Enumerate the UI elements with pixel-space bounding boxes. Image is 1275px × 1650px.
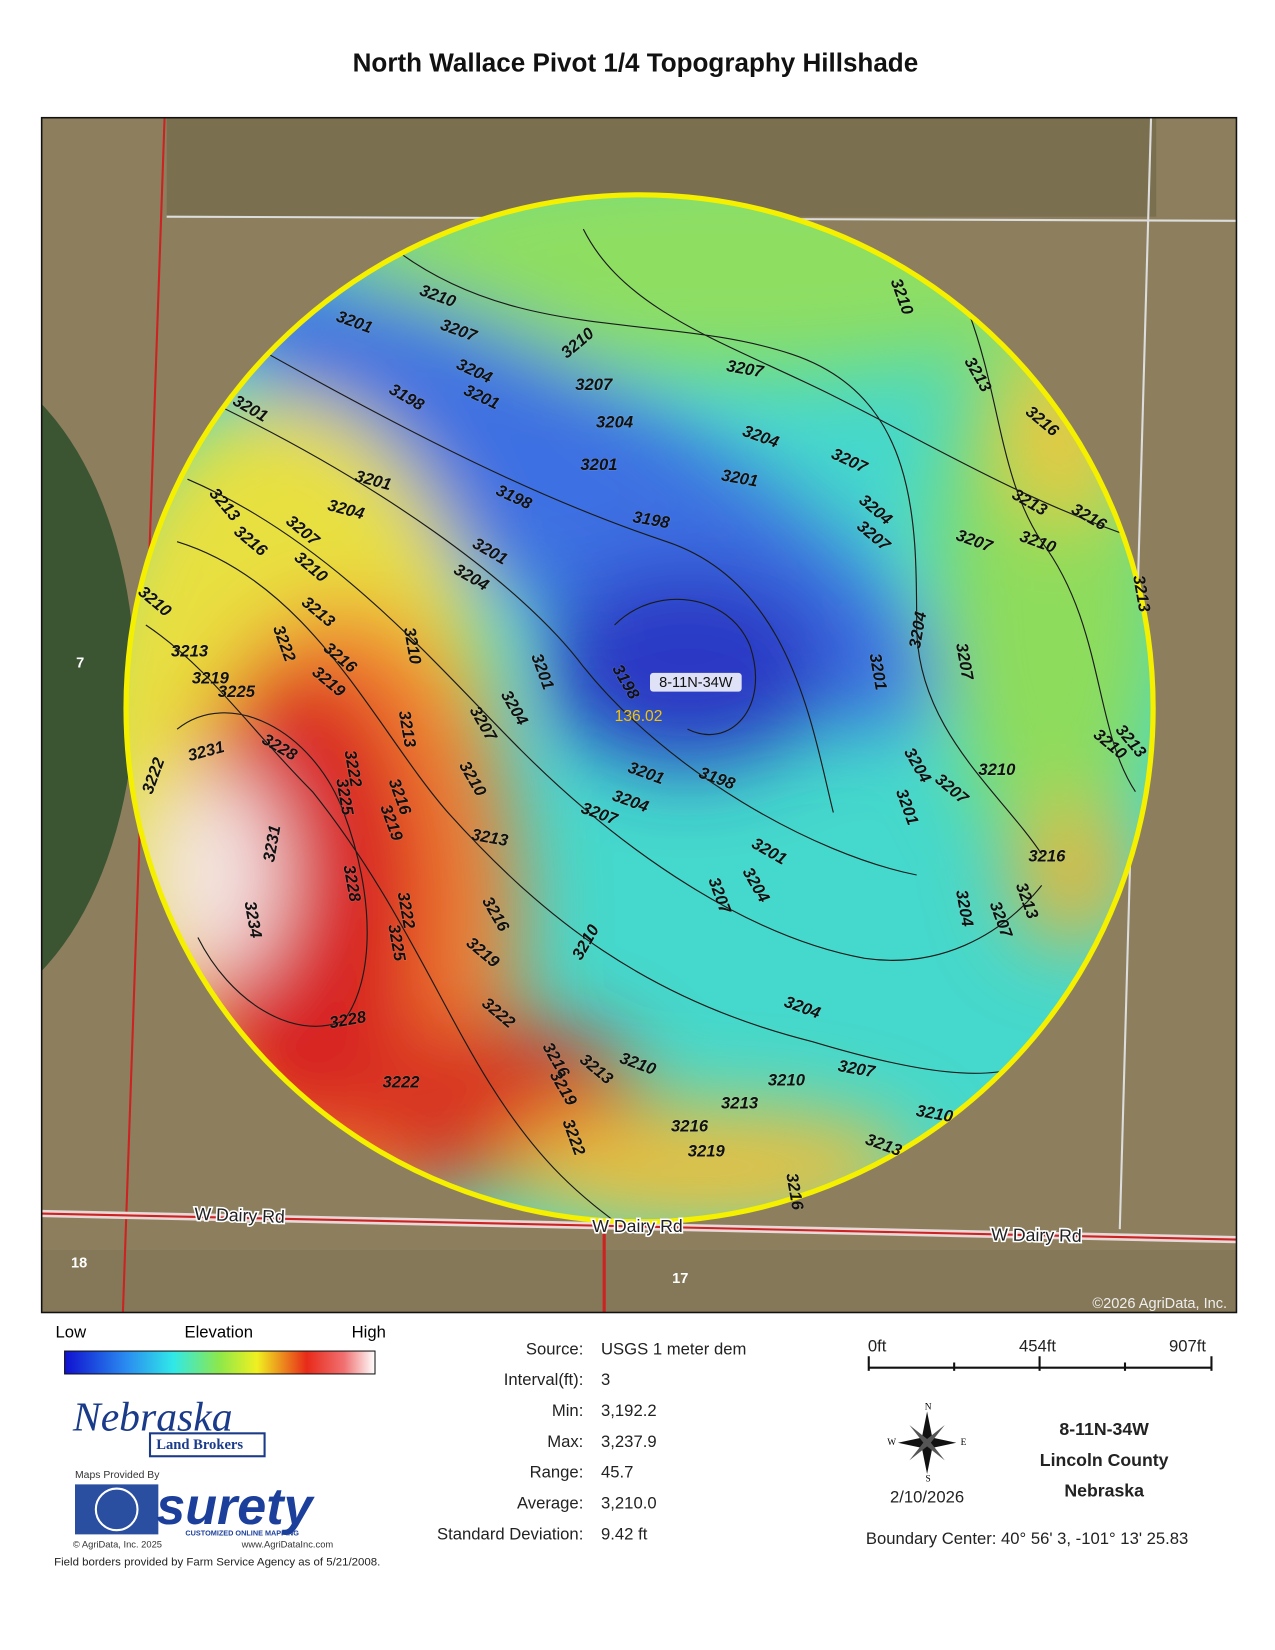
road-line (41, 1212, 1237, 1241)
legend-low: Low (56, 1323, 88, 1342)
compass-e: E (961, 1438, 967, 1448)
stat-value: 3 (601, 1370, 610, 1389)
contours (145, 228, 1147, 1222)
stat-value: 45.7 (601, 1463, 633, 1482)
field (41, 1250, 1237, 1313)
stat-label: Range: (530, 1463, 584, 1482)
location-line: Nebraska (1064, 1480, 1144, 1500)
surety-logo: surety (156, 1478, 315, 1536)
location-line: Lincoln County (1040, 1450, 1169, 1470)
road-label: W Dairy Rd (592, 1216, 682, 1236)
contour-line (249, 343, 834, 813)
section-label: 7 (76, 655, 84, 671)
compass-star (909, 1425, 945, 1461)
contour-line (176, 541, 1032, 1074)
scale-label: 0ft (868, 1336, 887, 1355)
stats-table: Source: USGS 1 meter dem Interval(ft): 3 Min… (437, 1339, 746, 1543)
contour-line (614, 598, 756, 735)
surety-tagline: CUSTOMIZED ONLINE MAPPING (185, 1528, 299, 1537)
stat-label: Source: (526, 1339, 583, 1358)
pivot-boundary (123, 192, 1156, 1225)
stat-value: 3,237.9 (601, 1432, 657, 1451)
contour-label: 3222 (383, 1073, 421, 1092)
contour-label: 3213 (721, 1094, 759, 1113)
elevation-zone (1010, 802, 1136, 948)
title: North Wallace Pivot 1/4 Topography Hills… (353, 47, 919, 77)
contour-label: 3201 (580, 455, 617, 474)
contour-label: 3213 (171, 641, 209, 660)
stat-label: Min: (552, 1401, 583, 1420)
elevation-zone (541, 567, 834, 766)
contour-label: 3219 (192, 669, 230, 688)
scale-label: 454ft (1019, 1336, 1056, 1355)
contour-label: 3216 (671, 1116, 709, 1135)
center-value: 136.02 (615, 708, 663, 725)
contour-label: 3210 (978, 760, 1016, 779)
stat-value: USGS 1 meter dem (601, 1339, 746, 1358)
maps-provided-by: Maps Provided By (75, 1470, 160, 1481)
contour-label: 3225 (218, 682, 256, 701)
contour-label: 3210 (768, 1071, 806, 1090)
compass-rose: N S E W (887, 1402, 966, 1484)
agridata-credit: © AgriData, Inc. 2025 (73, 1539, 162, 1549)
copyright: ©2026 AgriData, Inc. (1092, 1296, 1227, 1312)
surety-globe (75, 1484, 159, 1535)
stat-label: Interval(ft): (504, 1370, 584, 1389)
stat-value: 3,192.2 (601, 1401, 657, 1420)
map-frame (40, 116, 1238, 1314)
boundary-center: Boundary Center: 40° 56' 3, -101° 13' 25… (866, 1529, 1188, 1548)
surety-globe-icon (94, 1487, 139, 1532)
stat-value: 3,210.0 (601, 1494, 657, 1513)
contour-label: 3219 (688, 1141, 726, 1160)
elevation-surface (126, 194, 1154, 1222)
map: 3210320732013204320131983201321032073204… (41, 117, 1237, 1313)
contour-label: 3204 (596, 412, 633, 431)
compass-s: S (926, 1474, 931, 1484)
broker-logo-box (148, 1432, 266, 1458)
road-label: W Dairy Rd (194, 1204, 285, 1227)
scale-bar (867, 1356, 1213, 1371)
broker-logo-sub: Land Brokers (156, 1437, 243, 1453)
field-borders-note: Field borders provided by Farm Service A… (54, 1557, 380, 1569)
contour-line (145, 624, 626, 1222)
road-label: W Dairy Rd (991, 1224, 1082, 1246)
scale-label: 907ft (1169, 1336, 1206, 1355)
section-center-label: 8-11N-34W (659, 675, 733, 691)
field (41, 404, 136, 971)
compass-n: N (925, 1402, 932, 1412)
elevation-zone (156, 770, 282, 980)
stat-label: Max: (547, 1432, 583, 1451)
contour-line (197, 395, 917, 876)
contour-line (176, 712, 368, 1027)
section-label: 18 (71, 1255, 87, 1271)
compass-w: W (887, 1438, 896, 1448)
contour-line (395, 249, 1043, 855)
stat-label: Standard Deviation: (437, 1524, 583, 1543)
contour-line (968, 312, 1136, 792)
legend-ramp (64, 1350, 376, 1375)
stat-label: Average: (517, 1494, 583, 1513)
label-box (650, 672, 742, 692)
contour-line (187, 478, 1043, 961)
location-line: 8-11N-34W (1059, 1419, 1149, 1439)
contour-label: 3207 (575, 375, 613, 394)
contour-label: 3216 (1028, 847, 1066, 866)
legend-high: High (352, 1323, 386, 1342)
map-date: 2/10/2026 (890, 1487, 964, 1506)
contour-line (582, 228, 1147, 543)
agridata-url: www.AgriDataInc.com (241, 1539, 334, 1549)
section-label: 17 (672, 1271, 688, 1287)
legend-title: Elevation (184, 1323, 253, 1342)
stat-value: 9.42 ft (601, 1524, 648, 1543)
